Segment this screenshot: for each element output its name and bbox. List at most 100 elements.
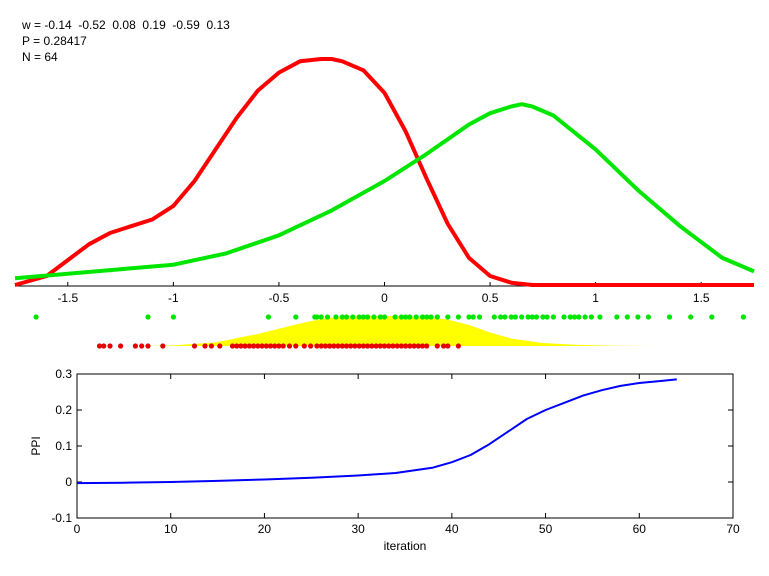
red-sample-point [419, 343, 426, 349]
y-axis-label: PPI [29, 436, 43, 455]
red-sample-point [217, 343, 223, 349]
red-sample-point [343, 343, 350, 349]
green-sample-point [540, 314, 546, 320]
red-sample-point [365, 343, 371, 349]
green-sample-point [533, 314, 540, 320]
x-tick-label: -0.5 [269, 291, 290, 305]
red-sample-point [301, 343, 307, 349]
sample-count-text: N = 64 [22, 50, 58, 64]
red-sample-point [101, 343, 107, 349]
red-sample-point [286, 343, 293, 349]
red-sample-point [118, 343, 124, 349]
green-sample-point [635, 314, 641, 320]
red-sample-point [229, 343, 236, 349]
red-sample-point [403, 343, 409, 349]
green-sample-point [470, 314, 476, 320]
x-tick-label: -1.5 [57, 291, 78, 305]
green-sample-point [434, 314, 440, 320]
green-sample-point [350, 314, 356, 320]
green-sample-point [419, 314, 426, 320]
red-sample-point [335, 343, 341, 349]
density-plot: -1.5 -1 -0.5 0 0.5 1 1.5 [14, 57, 755, 305]
red-sample-point [191, 343, 198, 349]
x-tick-label: 60 [633, 522, 647, 536]
red-sample-point [259, 343, 265, 349]
red-sample-point [160, 343, 166, 349]
green-sample-point [550, 314, 557, 320]
x-tick-label: 50 [539, 522, 553, 536]
red-sample-point [455, 343, 461, 349]
green-sample-point [324, 314, 331, 320]
red-sample-point [415, 343, 421, 349]
green-sample-point [614, 314, 620, 320]
red-sample-point [394, 343, 400, 349]
y-tick-label: 0 [65, 475, 72, 489]
y-tick-label: 0.3 [55, 367, 72, 381]
x-tick-label: 40 [445, 522, 459, 536]
red-sample-point [132, 343, 138, 349]
red-sample-point [445, 343, 451, 349]
red-sample-point [314, 343, 320, 349]
x-tick-label: 1.5 [693, 291, 710, 305]
green-sample-point [407, 314, 413, 320]
red-sample-point [139, 343, 145, 349]
red-sample-point [202, 343, 208, 349]
green-sample-point [265, 314, 271, 320]
red-sample-point [208, 343, 214, 349]
red-sample-point [272, 343, 278, 349]
y-tick-label: -0.1 [51, 511, 72, 525]
green-sample-point [455, 314, 461, 320]
green-sample-point [360, 314, 366, 320]
green-sample-point [33, 314, 39, 320]
green-sample-point [597, 314, 603, 320]
x-tick-label: 0.5 [482, 291, 499, 305]
red-sample-point [107, 343, 113, 349]
red-sample-point [434, 343, 440, 349]
green-sample-point [666, 314, 673, 320]
green-sample-point [392, 314, 398, 320]
red-sample-point [441, 343, 447, 349]
x-tick-label: -1 [168, 291, 179, 305]
x-tick-label: 20 [258, 522, 272, 536]
green-sample-point [529, 314, 535, 320]
red-sample-point [263, 343, 269, 349]
red-sample-point [322, 343, 328, 349]
green-density-curve [14, 102, 755, 281]
y-tick-label: 0.1 [55, 439, 72, 453]
red-sample-point [348, 343, 354, 349]
green-sample-point [318, 314, 324, 320]
x-axis-label: iteration [384, 539, 427, 553]
weights-text: w = -0.14 -0.52 0.08 0.19 -0.59 0.13 [22, 18, 230, 32]
x-tick-label: 0 [381, 291, 388, 305]
red-sample-point [234, 343, 240, 349]
green-sample-point [424, 314, 430, 320]
green-sample-point [567, 314, 573, 320]
green-sample-point [512, 314, 519, 320]
green-sample-point [491, 314, 497, 320]
red-density-curve [14, 57, 754, 287]
green-sample-point [544, 314, 550, 320]
green-sample-point [356, 314, 362, 320]
red-sample-point [145, 343, 151, 349]
green-sample-point [170, 314, 176, 320]
green-sample-point [588, 314, 595, 320]
red-sample-point [327, 343, 333, 349]
green-sample-point [502, 314, 508, 320]
red-sample-point [293, 343, 299, 349]
probability-text: P = 0.28417 [22, 34, 87, 48]
green-sample-point [498, 314, 504, 320]
green-sample-point [339, 314, 345, 320]
green-sample-point [371, 314, 377, 320]
green-sample-point [413, 314, 419, 320]
green-sample-point [398, 314, 404, 320]
green-sample-point [582, 314, 588, 320]
ppi-plot-frame [76, 373, 734, 519]
ppi-curve [76, 378, 677, 485]
y-tick-label: 0.2 [55, 403, 72, 417]
green-sample-point [314, 314, 320, 320]
red-sample-point [280, 343, 286, 349]
green-sample-point [476, 314, 483, 320]
red-sample-point [96, 343, 103, 349]
green-sample-point [688, 314, 694, 320]
